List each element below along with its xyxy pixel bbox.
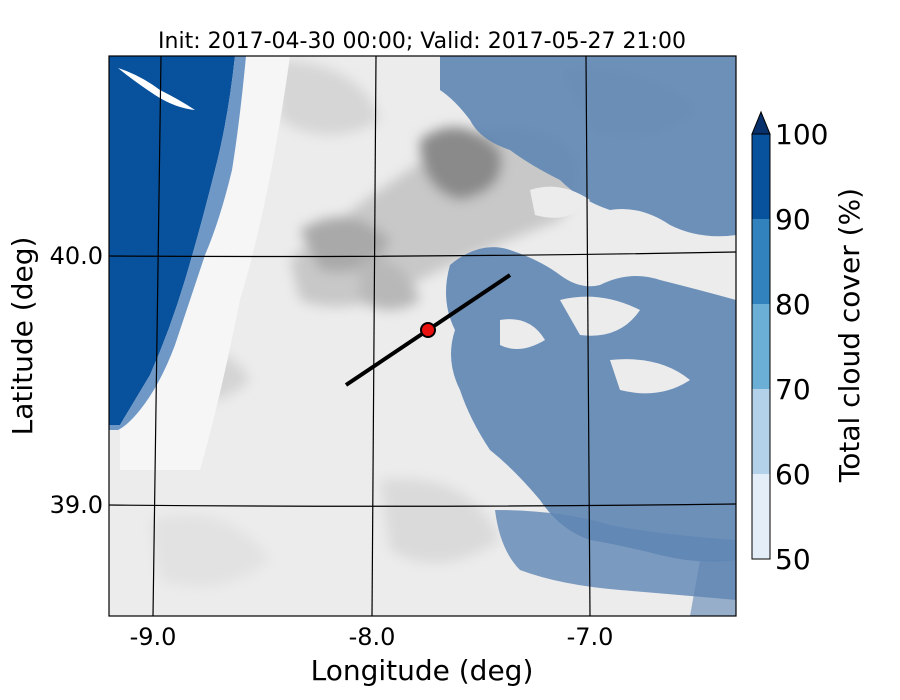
- graticule: [109, 56, 736, 616]
- y-tick-label: 40.0: [50, 242, 103, 270]
- colorbar-label: Total cloud cover (%): [833, 188, 866, 483]
- colorbar-tick-label: 100: [775, 118, 828, 151]
- y-tick-label: 39.0: [50, 491, 103, 519]
- colorbar-tick-label: 70: [775, 373, 811, 406]
- map-title: Init: 2017-04-30 00:00; Valid: 2017-05-2…: [158, 29, 686, 54]
- colorbar-segment: [752, 219, 770, 304]
- colorbar-extend-triangle: [751, 110, 771, 135]
- colorbar-frame: [751, 133, 771, 560]
- colorbar-tick-label: 50: [775, 543, 811, 576]
- colorbar-segment: [752, 304, 770, 389]
- sea-cloud-band: [109, 56, 235, 425]
- colorbar-segment: [752, 474, 770, 559]
- colorbar-segment: [752, 389, 770, 474]
- colorbar-tick-label: 80: [775, 288, 811, 321]
- colorbar-tick-label: 60: [775, 458, 811, 491]
- colorbar-segment: [752, 134, 770, 219]
- x-tick-label: -8.0: [349, 623, 396, 651]
- map-panel: [109, 56, 736, 616]
- plot-frame: [108, 55, 737, 617]
- sea-streak: [118, 68, 195, 110]
- x-tick-label: -9.0: [130, 623, 177, 651]
- y-axis-label: Latitude (deg): [6, 237, 39, 436]
- location-marker: [420, 322, 436, 338]
- colorbar: 100 90 80 70 60 50 Total cloud cover (%): [751, 110, 866, 576]
- coast-cloud-fringe: [109, 56, 246, 430]
- colorbar-tick-label: 90: [775, 203, 811, 236]
- x-tick-label: -7.0: [567, 623, 614, 651]
- cloud-gaps: [500, 186, 690, 394]
- x-axis-label: Longitude (deg): [311, 654, 534, 687]
